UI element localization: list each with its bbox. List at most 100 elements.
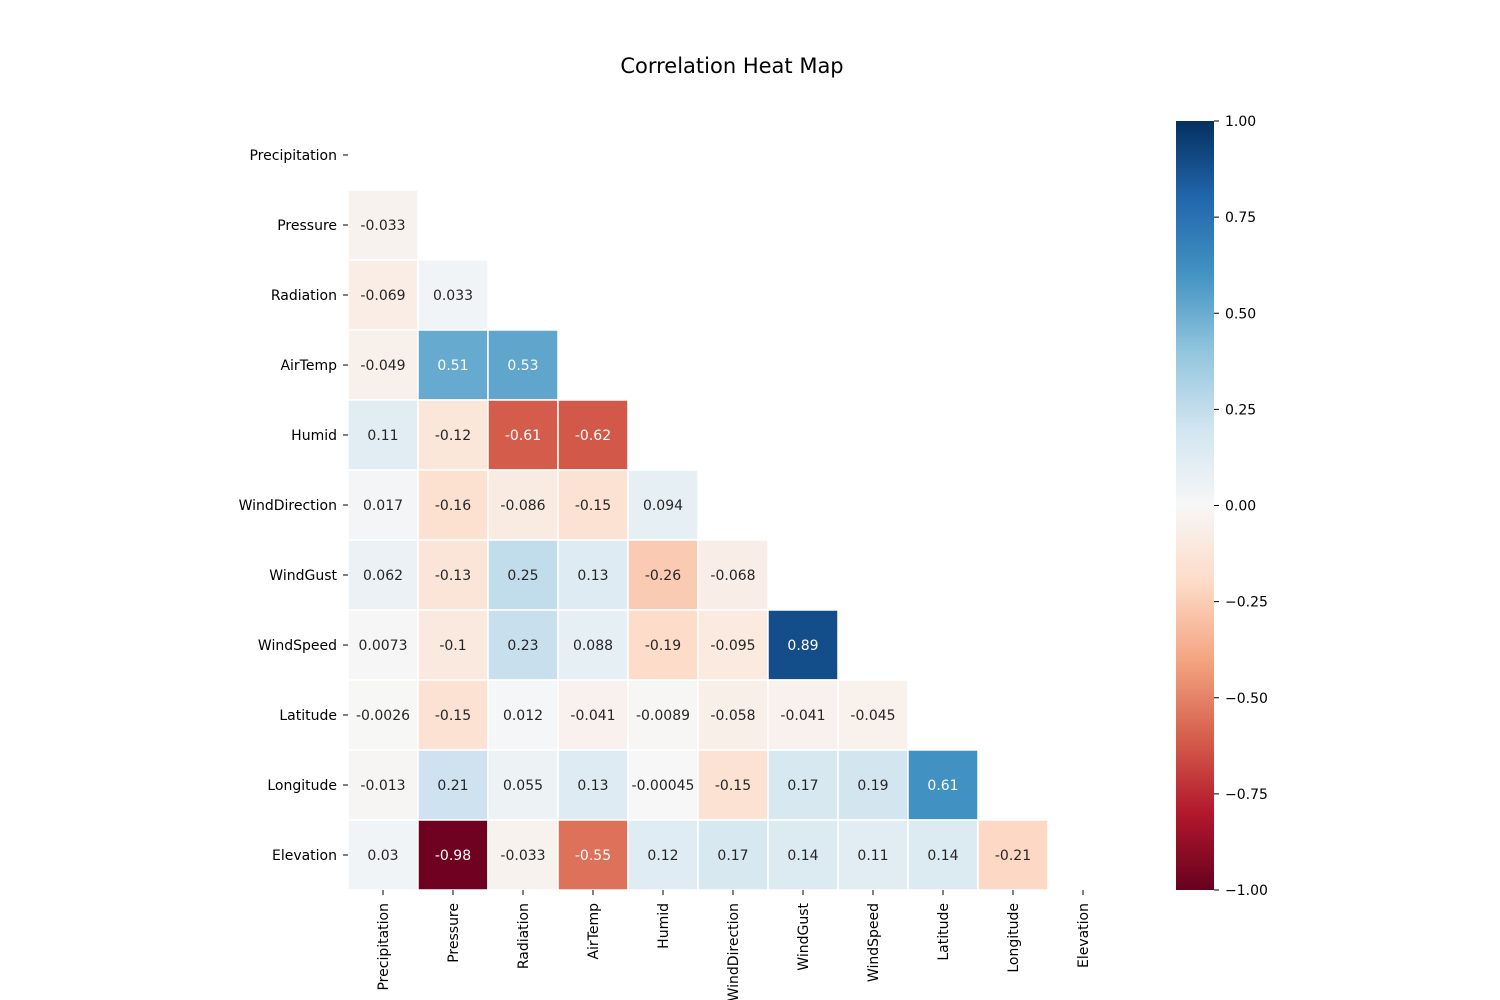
cell-value-label: -0.21 [995,848,1031,864]
cell-value-label: 0.012 [503,708,543,724]
heatmap-cell [417,609,489,681]
cell-value-label: -0.00045 [632,778,695,794]
cell-value-label: 0.055 [503,778,543,794]
heatmap-cell [977,819,1049,891]
heatmap-cell [417,259,489,331]
x-tick-label: Latitude [936,903,952,961]
heatmap-cell [557,399,629,471]
colorbar-ticks: 1.00 0.75 0.50 0.25 0.00 −0.25 −0.50 −0.75 −1.00 [1214,114,1268,899]
heatmap-cell [487,539,559,611]
cell-value-label: -0.62 [575,428,611,444]
y-tick-label: WindDirection [239,498,337,514]
cell-value-label: 0.17 [787,778,818,794]
x-tick-label: Longitude [1006,903,1022,973]
colorbar-tick-label: 1.00 [1225,114,1256,130]
cell-value-label: -0.045 [850,708,895,724]
heatmap-cell [417,539,489,611]
heatmap-cell [627,819,699,891]
heatmap-cell [347,819,419,891]
cell-value-label: -0.049 [360,358,405,374]
heatmap-cell [347,259,419,331]
cell-value-label: 0.21 [437,778,468,794]
cell-value-label: -0.19 [645,638,681,654]
heatmap-cell [627,539,699,611]
heatmap-cell [907,819,979,891]
heatmap-cell [697,609,769,681]
heatmap-cell [557,749,629,821]
cell-value-label: -0.15 [435,708,471,724]
cell-value-label: 0.19 [857,778,888,794]
heatmap-cell [417,469,489,541]
cell-value-label: 0.61 [927,778,958,794]
cell-value-label: -0.0026 [356,708,410,724]
cell-value-label: -0.13 [435,568,471,584]
heatmap-cell [697,819,769,891]
cell-value-label: -0.041 [570,708,615,724]
heatmap-cell [487,679,559,751]
x-tick-label: Pressure [446,903,462,963]
heatmap-cell [697,539,769,611]
cell-value-label: 0.89 [787,638,818,654]
colorbar-tick-label: 0.00 [1225,499,1256,515]
cell-value-label: 0.23 [507,638,538,654]
colorbar-tick-label: 0.75 [1225,210,1256,226]
y-axis-tick-labels: Precipitation Pressure Radiation AirTemp Hum… [239,148,348,864]
cell-value-label: -0.069 [360,288,405,304]
heatmap-cell [837,679,909,751]
cell-value-label: 0.12 [647,848,678,864]
colorbar-tick-label: −1.00 [1225,883,1268,899]
cell-value-label: -0.26 [645,568,681,584]
x-tick-label: WindGust [796,903,812,971]
cell-value-label: -0.041 [780,708,825,724]
y-tick-label: Precipitation [249,148,337,164]
heatmap-cell [837,819,909,891]
cell-value-label: -0.0089 [636,708,690,724]
cell-value-label: -0.98 [435,848,471,864]
cell-value-label: -0.12 [435,428,471,444]
cell-value-label: 0.53 [507,358,538,374]
cell-value-label: -0.095 [710,638,755,654]
x-tick-label: Radiation [516,903,532,969]
cell-value-label: 0.033 [433,288,473,304]
y-tick-label: Elevation [272,848,337,864]
colorbar-tick-label: −0.75 [1225,787,1268,803]
cell-value-label: -0.1 [439,638,466,654]
cell-value-label: -0.058 [710,708,755,724]
heatmap-cell [347,609,419,681]
y-tick-label: Humid [291,428,337,444]
chart-title: Correlation Heat Map [620,54,843,78]
cell-value-label: 0.062 [363,568,403,584]
colorbar-tick-label: 0.25 [1225,402,1256,418]
heatmap-cell [487,329,559,401]
cell-value-label: -0.013 [360,778,405,794]
y-tick-label: Radiation [271,288,337,304]
heatmap-cell [767,749,839,821]
y-tick-label: WindSpeed [258,638,337,654]
x-tick-label: Humid [656,903,672,949]
cell-value-label: 0.017 [363,498,403,514]
cell-value-label: 0.14 [927,848,958,864]
cell-value-label: 0.03 [367,848,398,864]
heatmap-cell [347,189,419,261]
cell-value-label: 0.13 [577,568,608,584]
cell-value-label: 0.11 [367,428,398,444]
cell-value-label: 0.51 [437,358,468,374]
cell-value-label: -0.55 [575,848,611,864]
cell-value-label: -0.086 [500,498,545,514]
y-tick-label: Pressure [277,218,337,234]
heatmap-cell [557,539,629,611]
cell-value-label: -0.16 [435,498,471,514]
cell-value-label: -0.033 [360,218,405,234]
cell-value-label: 0.088 [573,638,613,654]
colorbar [1176,121,1214,890]
x-tick-label: Precipitation [376,903,392,991]
y-tick-label: WindGust [269,568,337,584]
cell-value-label: 0.11 [857,848,888,864]
cell-value-label: -0.033 [500,848,545,864]
cell-value-label: 0.17 [717,848,748,864]
x-axis-tick-labels: Precipitation Pressure Radiation AirTemp Hum… [376,890,1092,1000]
cell-value-label: 0.13 [577,778,608,794]
heatmap-cell [417,399,489,471]
heatmap-cell [487,749,559,821]
